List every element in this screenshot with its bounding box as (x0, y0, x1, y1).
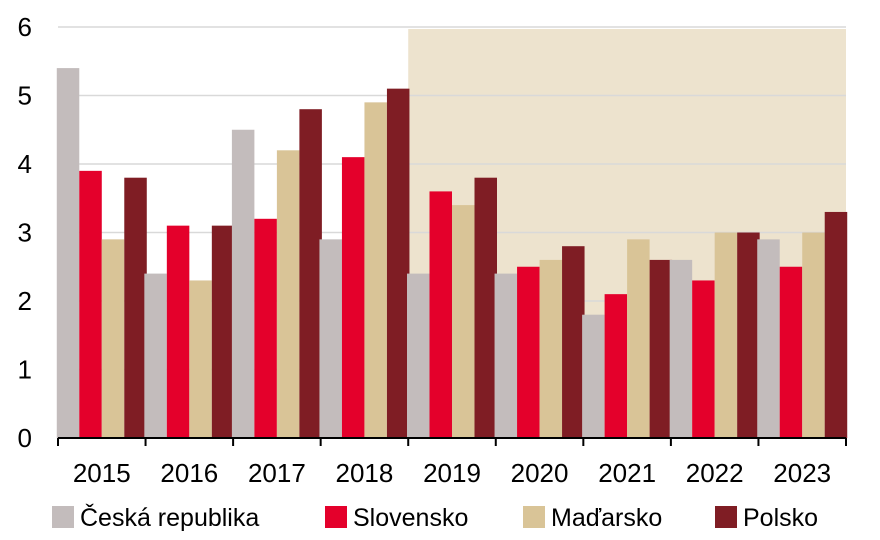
bar-2018-series-1 (319, 239, 342, 438)
x-tick-label: 2021 (598, 458, 656, 488)
bar-2017-series-4 (299, 109, 322, 438)
legend: Česká republika Slovensko Maďarsko Polsko (52, 503, 818, 532)
bar-2018-series-4 (386, 88, 410, 439)
bar-2015-series-1 (56, 68, 80, 438)
bar-2022-series-1 (669, 259, 693, 438)
legend-label: Slovensko (353, 504, 468, 532)
axes: 0 1 2 3 4 5 6 2015 2016 2017 2018 2019 2020 2021 2022 2… (18, 12, 847, 488)
legend-swatch (52, 506, 74, 528)
bars (56, 68, 848, 439)
legend-swatch (715, 506, 737, 528)
bar-2022-series-2 (692, 280, 715, 438)
bar-2021-series-4 (649, 259, 673, 438)
bar-2017-series-2 (254, 218, 277, 438)
bar-2016-series-1 (144, 273, 167, 438)
bar-2020-series-1 (494, 273, 518, 438)
bar-2022-series-3 (714, 232, 738, 438)
x-tick-label: 2020 (511, 458, 569, 488)
bar-2015-series-3 (101, 239, 125, 438)
legend-label: Polsko (743, 504, 818, 532)
x-tick-label: 2016 (160, 458, 218, 488)
bar-2019-series-4 (474, 177, 497, 438)
bar-2015-series-4 (124, 177, 147, 438)
x-tick-label: 2018 (336, 458, 394, 488)
bar-2021-series-2 (604, 294, 628, 438)
x-tick-label: 2015 (73, 458, 131, 488)
y-tick-label: 2 (18, 286, 32, 316)
legend-swatch (523, 506, 545, 528)
bar-2019-series-1 (407, 273, 430, 438)
bar-2020-series-4 (562, 246, 585, 438)
bar-2023-series-1 (757, 239, 780, 438)
bar-2023-series-4 (824, 211, 848, 438)
y-tick-label: 4 (18, 149, 32, 179)
bar-2023-series-3 (802, 232, 825, 438)
bar-2016-series-3 (189, 280, 212, 438)
bar-2018-series-3 (364, 102, 387, 438)
y-tick-label: 1 (18, 355, 32, 385)
bar-2017-series-3 (276, 150, 300, 439)
bar-2017-series-1 (231, 129, 255, 438)
y-tick-label: 6 (18, 12, 32, 42)
bar-2018-series-2 (341, 157, 365, 438)
bar-2021-series-1 (582, 314, 605, 438)
bar-2015-series-2 (79, 170, 102, 438)
bar-2021-series-3 (627, 239, 650, 438)
bar-2020-series-3 (539, 259, 563, 438)
bar-2022-series-4 (737, 232, 760, 438)
bar-2023-series-2 (779, 266, 803, 438)
bar-2016-series-2 (166, 225, 190, 438)
x-tick-label: 2017 (248, 458, 306, 488)
y-tick-label: 3 (18, 218, 32, 248)
bar-2019-series-3 (452, 205, 475, 438)
legend-swatch (325, 506, 347, 528)
bar-2020-series-2 (517, 266, 540, 438)
bar-2016-series-4 (211, 225, 235, 438)
bar-2019-series-2 (429, 191, 452, 438)
x-tick-label: 2022 (686, 458, 744, 488)
legend-label: Maďarsko (551, 504, 662, 532)
legend-label: Česká republika (80, 503, 259, 532)
y-tick-label: 5 (18, 81, 32, 111)
x-tick-label: 2023 (773, 458, 831, 488)
x-tick-label: 2019 (423, 458, 481, 488)
y-tick-label: 0 (18, 423, 32, 453)
